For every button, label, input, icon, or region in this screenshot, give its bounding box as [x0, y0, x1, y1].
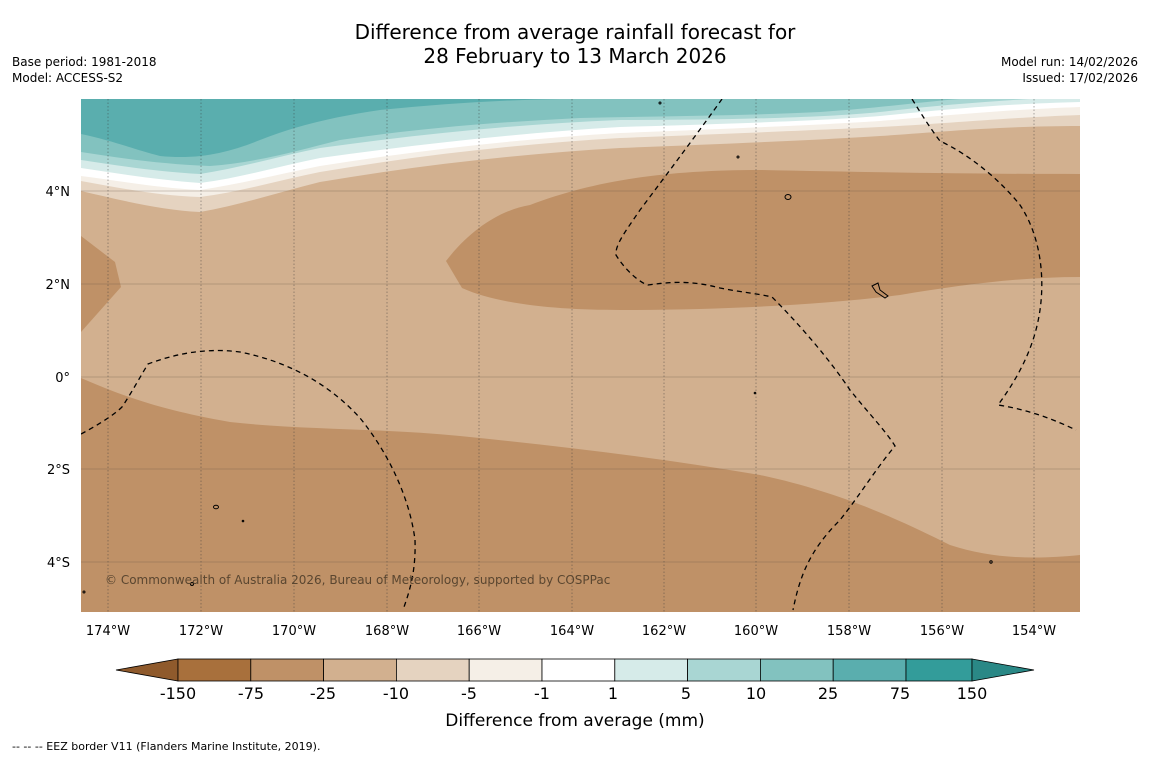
- eez-footnote: -- -- -- EEZ border V11 (Flanders Marine…: [12, 740, 321, 753]
- copyright-text: © Commonwealth of Australia 2026, Bureau…: [105, 573, 610, 587]
- colorbar: -150 -75 -25 -10 -5 -1 1 5 10 25 75 150 …: [115, 658, 1035, 731]
- map-title: Difference from average rainfall forecas…: [0, 20, 1150, 68]
- model-run: Model run: 14/02/2026: [1000, 55, 1138, 69]
- lat-label-2s: 2°S: [47, 463, 70, 478]
- colorbar-swatch: [468, 658, 543, 682]
- colorbar-title: Difference from average (mm): [445, 711, 704, 731]
- colorbar-swatch: [832, 658, 907, 682]
- longitude-labels: 174°W 172°W 170°W 168°W 166°W 164°W 162°…: [86, 624, 1056, 639]
- colorbar-swatch: [760, 658, 834, 682]
- lon-label-168w: 168°W: [365, 624, 409, 639]
- latitude-labels: 4°N 2°N 0° 2°S 4°S: [46, 185, 71, 571]
- colorbar-swatch: [323, 658, 397, 682]
- graticule: [107, 99, 1035, 612]
- colorbar-tick: -1: [534, 684, 550, 703]
- lon-label-162w: 162°W: [642, 624, 686, 639]
- colorbar-tick: 5: [681, 684, 691, 703]
- colorbar-tick: -150: [160, 684, 196, 703]
- anomaly-region-north: [446, 170, 1080, 310]
- eez-borders: [81, 99, 1077, 611]
- colorbar-swatch: [395, 658, 470, 682]
- lat-label-2n: 2°N: [46, 278, 71, 293]
- colorbar-under-arrow: [115, 658, 179, 682]
- issued-date: Issued: 17/02/2026: [1022, 71, 1138, 85]
- colorbar-tick: 10: [746, 684, 766, 703]
- colorbar-swatch: [687, 658, 761, 682]
- latitude-lines: [81, 190, 1080, 563]
- anomaly-region-south: [81, 378, 1080, 612]
- lon-label-164w: 164°W: [550, 624, 594, 639]
- lat-label-4s: 4°S: [47, 556, 70, 571]
- lon-label-166w: 166°W: [457, 624, 501, 639]
- lon-label-172w: 172°W: [179, 624, 223, 639]
- colorbar-swatch: [905, 658, 973, 682]
- colorbar-tick: -5: [461, 684, 477, 703]
- lon-label-158w: 158°W: [827, 624, 871, 639]
- colorbar-tick: -10: [383, 684, 409, 703]
- colorbar-tick: 1: [608, 684, 618, 703]
- title-line-2: 28 February to 13 March 2026: [423, 44, 727, 68]
- colorbar-swatch: [541, 658, 616, 682]
- colorbar-over-arrow: [971, 658, 1035, 682]
- base-period: Base period: 1981-2018: [12, 55, 157, 69]
- colorbar-tick: 25: [818, 684, 838, 703]
- lat-label-4n: 4°N: [46, 185, 71, 200]
- lon-label-160w: 160°W: [734, 624, 778, 639]
- colorbar-tick: 150: [957, 684, 988, 703]
- lon-label-174w: 174°W: [86, 624, 130, 639]
- colorbar-tick: -75: [238, 684, 264, 703]
- lon-label-154w: 154°W: [1012, 624, 1056, 639]
- colorbar-swatch: [177, 658, 252, 682]
- lon-label-170w: 170°W: [272, 624, 316, 639]
- lat-label-0: 0°: [55, 371, 70, 386]
- map-area: © Commonwealth of Australia 2026, Bureau…: [81, 99, 1080, 612]
- meta-right: Model run: 14/02/2026 Issued: 17/02/2026: [1001, 54, 1138, 86]
- colorbar-tick: -25: [310, 684, 336, 703]
- colorbar-swatch: [250, 658, 325, 682]
- colorbar-swatch: [614, 658, 688, 682]
- islands: [82, 101, 993, 594]
- title-line-1: Difference from average rainfall forecas…: [354, 20, 796, 44]
- colorbar-tick: 75: [890, 684, 910, 703]
- model-name: Model: ACCESS-S2: [12, 71, 124, 85]
- lon-label-156w: 156°W: [920, 624, 964, 639]
- meta-left: Base period: 1981-2018 Model: ACCESS-S2: [12, 54, 157, 86]
